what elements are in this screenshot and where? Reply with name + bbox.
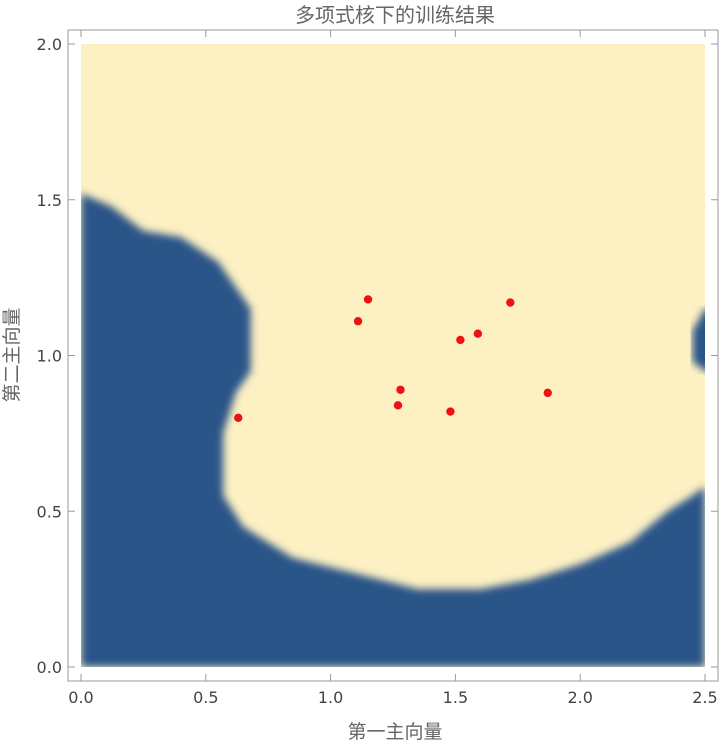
data-point <box>446 407 455 416</box>
data-points <box>234 295 552 422</box>
y-tick-label: 1.5 <box>37 191 62 210</box>
region-b-notch <box>692 308 705 372</box>
plot-area <box>81 44 705 667</box>
data-point <box>363 295 373 304</box>
y-tick-label: 2.0 <box>37 35 62 54</box>
x-axis: 0.0 0.5 1.0 1.5 2.0 2.5 <box>68 30 718 707</box>
data-point <box>393 401 403 410</box>
x-tick-label: 0.0 <box>68 688 93 707</box>
x-tick-label: 1.0 <box>318 688 343 707</box>
data-point <box>234 413 243 422</box>
data-point <box>456 335 465 345</box>
x-tick-label: 2.5 <box>692 688 717 707</box>
x-axis-label: 第一主向量 <box>347 721 442 743</box>
y-tick-label: 1.0 <box>37 347 62 366</box>
data-point <box>473 329 483 338</box>
y-axis-label: 第二主向量 <box>1 307 23 402</box>
y-axis: 0.0 0.5 1.0 1.5 2.0 <box>37 35 718 677</box>
x-tick-label: 1.5 <box>443 688 468 707</box>
region-b <box>81 193 705 667</box>
x-tick-label: 2.0 <box>567 688 592 707</box>
data-point <box>543 388 552 398</box>
data-point <box>506 298 515 307</box>
data-point <box>353 317 363 326</box>
y-tick-label: 0.0 <box>37 658 62 677</box>
x-tick-label: 0.5 <box>193 688 218 707</box>
data-point <box>396 385 405 394</box>
chart-title: 多项式核下的训练结果 <box>295 3 495 27</box>
y-tick-label: 0.5 <box>37 502 62 521</box>
